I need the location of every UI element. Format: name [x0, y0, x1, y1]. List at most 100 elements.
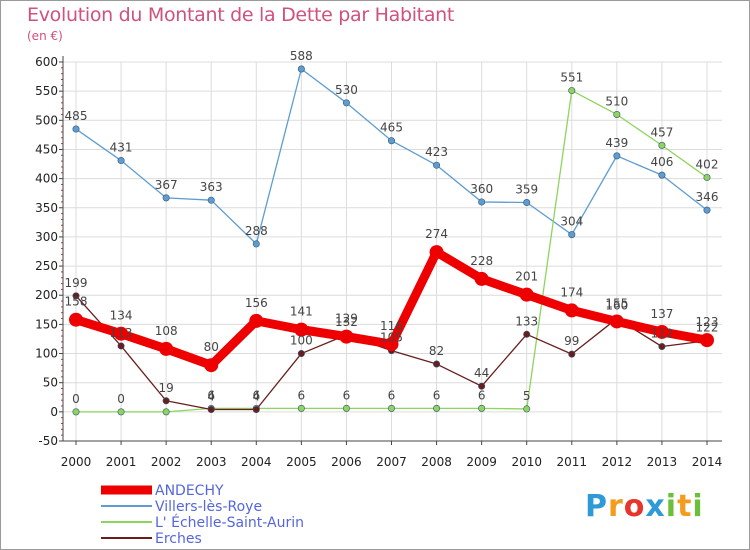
series-0-point-2011 [564, 303, 579, 318]
series-1-point-2005 [297, 65, 305, 73]
x-tick-2002: 2002 [151, 455, 182, 469]
series-3-point-2005 [297, 350, 305, 358]
series-2-label-2005: 6 [298, 388, 306, 402]
series-1-point-2006 [342, 99, 350, 107]
x-tick-2005: 2005 [286, 455, 317, 469]
series-2-point-2012 [613, 110, 621, 118]
series-0-label-2000: 158 [65, 295, 88, 309]
series-2-point-2008 [433, 404, 441, 412]
series-0-point-2013 [654, 324, 669, 339]
series-1-point-2002 [162, 194, 170, 202]
series-2-point-2000 [72, 408, 80, 416]
series-0-point-2009 [474, 271, 489, 286]
series-2-label-2003: 6 [207, 388, 215, 402]
series-3-label-2007: 105 [380, 331, 403, 345]
series-1-label-2003: 363 [200, 180, 223, 194]
series-3-point-2010 [523, 330, 531, 338]
series-2-label-2011: 551 [560, 71, 583, 85]
series-3-label-2006: 132 [335, 315, 358, 329]
series-2-label-2006: 6 [343, 388, 351, 402]
y-tick-100: 100 [35, 347, 58, 361]
series-1-label-2013: 406 [650, 155, 673, 169]
series-0-point-2007 [384, 337, 399, 352]
series-1-point-2008 [433, 161, 441, 169]
series-1-label-2002: 367 [155, 178, 178, 192]
series-2-point-2001 [117, 408, 125, 416]
logo-letter: o [623, 489, 646, 524]
y-tick--50: -50 [38, 434, 58, 448]
series-0-label-2008: 274 [425, 227, 448, 241]
legend-label-2: L' Échelle-Saint-Aurin [155, 514, 304, 531]
series-0-point-2012 [609, 314, 624, 329]
series-0-point-2008 [429, 245, 444, 260]
series-2-point-2007 [387, 404, 395, 412]
series-3-label-2001: 113 [110, 326, 133, 340]
series-2-label-2012: 510 [605, 94, 628, 108]
series-0-label-2011: 174 [560, 285, 583, 299]
series-2-point-2010 [523, 405, 531, 413]
series-0-label-2001: 134 [110, 309, 133, 323]
y-tick-50: 50 [43, 376, 58, 390]
series-3-label-2008: 82 [429, 344, 444, 358]
series-1-label-2009: 360 [470, 182, 493, 196]
series-0-label-2012: 155 [605, 296, 628, 310]
series-1-label-2004: 288 [245, 224, 268, 238]
series-2-label-2013: 457 [650, 125, 673, 139]
y-tick-300: 300 [35, 230, 58, 244]
series-0-point-2003 [204, 358, 219, 373]
series-1-label-2006: 530 [335, 83, 358, 97]
series-2-point-2011 [568, 87, 576, 95]
series-1-point-2012 [613, 152, 621, 160]
series-1-label-2000: 485 [65, 109, 88, 123]
series-2-label-2004: 6 [252, 388, 260, 402]
series-0-point-2004 [249, 313, 264, 328]
series-0-label-2014: 123 [696, 315, 719, 329]
x-tick-2006: 2006 [331, 455, 362, 469]
series-2-label-2001: 0 [117, 392, 125, 406]
series-0-point-2005 [294, 322, 309, 337]
series-1-label-2010: 359 [515, 183, 538, 197]
series-0-point-2010 [519, 287, 534, 302]
series-3-label-2010: 133 [515, 314, 538, 328]
series-1-label-2005: 588 [290, 49, 313, 63]
x-tick-2013: 2013 [647, 455, 678, 469]
series-0-label-2010: 201 [515, 270, 538, 284]
y-tick-550: 550 [35, 84, 58, 98]
series-1-label-2007: 465 [380, 121, 403, 135]
proxiti-logo: Proxiti [585, 489, 704, 524]
series-3-label-2009: 44 [474, 366, 489, 380]
series-1-point-2000 [72, 125, 80, 133]
series-1-point-2004 [252, 240, 260, 248]
x-tick-2012: 2012 [602, 455, 633, 469]
series-3-point-2009 [478, 382, 486, 390]
series-3-point-2011 [568, 350, 576, 358]
y-tick-500: 500 [35, 113, 58, 127]
series-3-label-2005: 100 [290, 334, 313, 348]
logo-letter: P [585, 489, 608, 524]
x-tick-2003: 2003 [196, 455, 227, 469]
series-2-label-2009: 6 [478, 388, 486, 402]
y-tick-200: 200 [35, 288, 58, 302]
logo-letter: i [692, 489, 704, 524]
y-tick-350: 350 [35, 201, 58, 215]
series-0-point-2002 [159, 341, 174, 356]
series-1-point-2014 [703, 206, 711, 214]
y-tick-450: 450 [35, 142, 58, 156]
series-2-label-2014: 402 [696, 157, 719, 171]
legend-label-1: Villers-lès-Roye [155, 499, 262, 515]
series-1-label-2001: 431 [110, 141, 133, 155]
series-1-point-2009 [478, 198, 486, 206]
series-0-point-2014 [700, 333, 714, 348]
y-tick-600: 600 [35, 55, 58, 69]
x-tick-2000: 2000 [61, 455, 92, 469]
series-3-label-2014: 122 [696, 321, 719, 335]
series-3-point-2004 [252, 406, 260, 414]
series-3-point-2003 [207, 406, 215, 414]
series-3-label-2004: 4 [252, 390, 260, 404]
x-tick-2008: 2008 [421, 455, 452, 469]
series-3-point-2001 [117, 342, 125, 350]
series-1-point-2003 [207, 196, 215, 204]
series-2-label-2000: 0 [72, 392, 80, 406]
